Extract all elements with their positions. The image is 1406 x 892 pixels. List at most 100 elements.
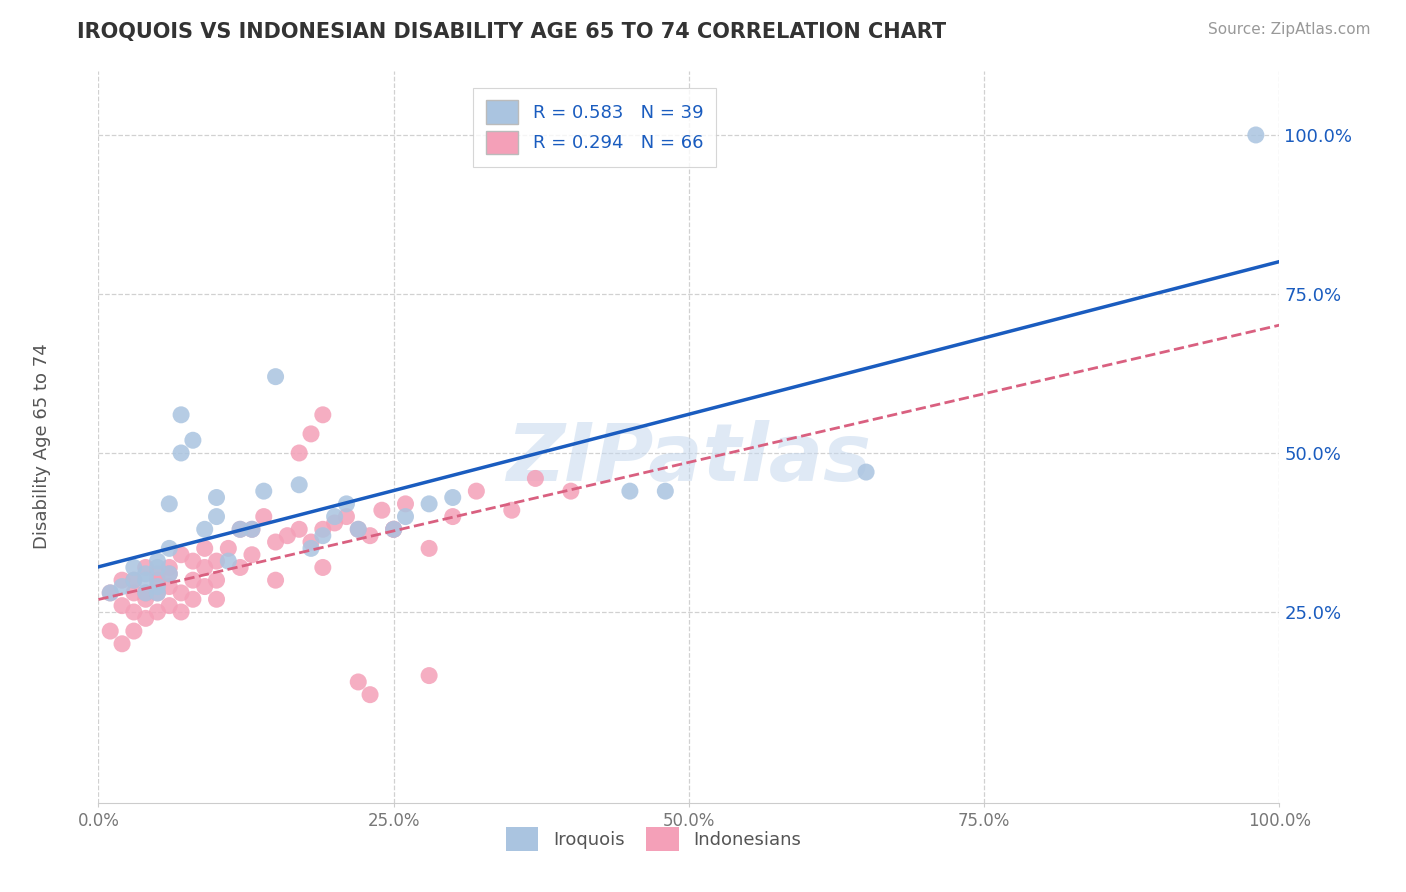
Point xyxy=(394,509,416,524)
Point xyxy=(205,491,228,505)
Point xyxy=(418,668,440,682)
Point xyxy=(146,560,169,574)
Point xyxy=(181,573,204,587)
Text: ZIPatlas: ZIPatlas xyxy=(506,420,872,498)
Point xyxy=(264,573,287,587)
Text: Disability Age 65 to 74: Disability Age 65 to 74 xyxy=(34,343,51,549)
Point xyxy=(335,497,357,511)
Point xyxy=(240,522,263,536)
Point xyxy=(181,592,204,607)
Point xyxy=(205,573,228,587)
Point xyxy=(146,586,169,600)
Point xyxy=(135,586,157,600)
Point xyxy=(347,522,370,536)
Point xyxy=(441,509,464,524)
Point xyxy=(335,509,357,524)
Point xyxy=(146,586,169,600)
Point xyxy=(418,541,440,556)
Point xyxy=(146,554,169,568)
Point xyxy=(418,497,440,511)
Point xyxy=(111,573,134,587)
Point xyxy=(229,522,252,536)
Point xyxy=(347,522,370,536)
Point xyxy=(312,522,335,536)
Point xyxy=(157,497,180,511)
Point xyxy=(98,586,121,600)
Point xyxy=(135,592,157,607)
Point xyxy=(146,580,169,594)
Point xyxy=(276,529,298,543)
Point xyxy=(288,477,311,491)
Point xyxy=(157,599,180,613)
Point xyxy=(217,554,239,568)
Point xyxy=(205,509,228,524)
Point xyxy=(288,522,311,536)
Point xyxy=(98,586,121,600)
Point xyxy=(394,497,416,511)
Point xyxy=(359,529,381,543)
Point xyxy=(170,446,193,460)
Point xyxy=(157,580,180,594)
Point xyxy=(382,522,405,536)
Point xyxy=(1244,128,1267,142)
Point xyxy=(240,522,263,536)
Point xyxy=(135,566,157,581)
Point xyxy=(146,605,169,619)
Point xyxy=(122,573,145,587)
Point xyxy=(157,541,180,556)
Point xyxy=(312,560,335,574)
Point xyxy=(382,522,405,536)
Point xyxy=(299,541,322,556)
Point xyxy=(157,566,180,581)
Point xyxy=(382,522,405,536)
Point xyxy=(157,566,180,581)
Point xyxy=(441,491,464,505)
Point xyxy=(170,605,193,619)
Point xyxy=(323,516,346,530)
Point xyxy=(299,535,322,549)
Point xyxy=(111,599,134,613)
Point xyxy=(146,566,169,581)
Point xyxy=(122,586,145,600)
Point xyxy=(170,586,193,600)
Point xyxy=(135,560,157,574)
Point xyxy=(299,426,322,441)
Point xyxy=(253,509,276,524)
Point xyxy=(323,509,346,524)
Point xyxy=(122,573,145,587)
Point xyxy=(157,560,180,574)
Point xyxy=(240,548,263,562)
Point xyxy=(135,573,157,587)
Point xyxy=(194,560,217,574)
Point xyxy=(229,560,252,574)
Point xyxy=(181,434,204,448)
Point xyxy=(253,484,276,499)
Point xyxy=(111,580,134,594)
Point xyxy=(619,484,641,499)
Point xyxy=(194,522,217,536)
Point xyxy=(217,541,239,556)
Point xyxy=(98,624,121,638)
Point xyxy=(312,529,335,543)
Point xyxy=(524,471,547,485)
Point xyxy=(170,548,193,562)
Point xyxy=(288,446,311,460)
Text: Source: ZipAtlas.com: Source: ZipAtlas.com xyxy=(1208,22,1371,37)
Point xyxy=(560,484,582,499)
Point xyxy=(855,465,877,479)
Legend: Iroquois, Indonesians: Iroquois, Indonesians xyxy=(496,818,810,860)
Point xyxy=(122,624,145,638)
Point xyxy=(170,408,193,422)
Point xyxy=(465,484,488,499)
Point xyxy=(135,586,157,600)
Point xyxy=(347,675,370,690)
Point xyxy=(654,484,676,499)
Point xyxy=(122,605,145,619)
Point xyxy=(371,503,394,517)
Point xyxy=(501,503,523,517)
Point xyxy=(122,560,145,574)
Point xyxy=(205,592,228,607)
Point xyxy=(312,408,335,422)
Point xyxy=(229,522,252,536)
Point xyxy=(359,688,381,702)
